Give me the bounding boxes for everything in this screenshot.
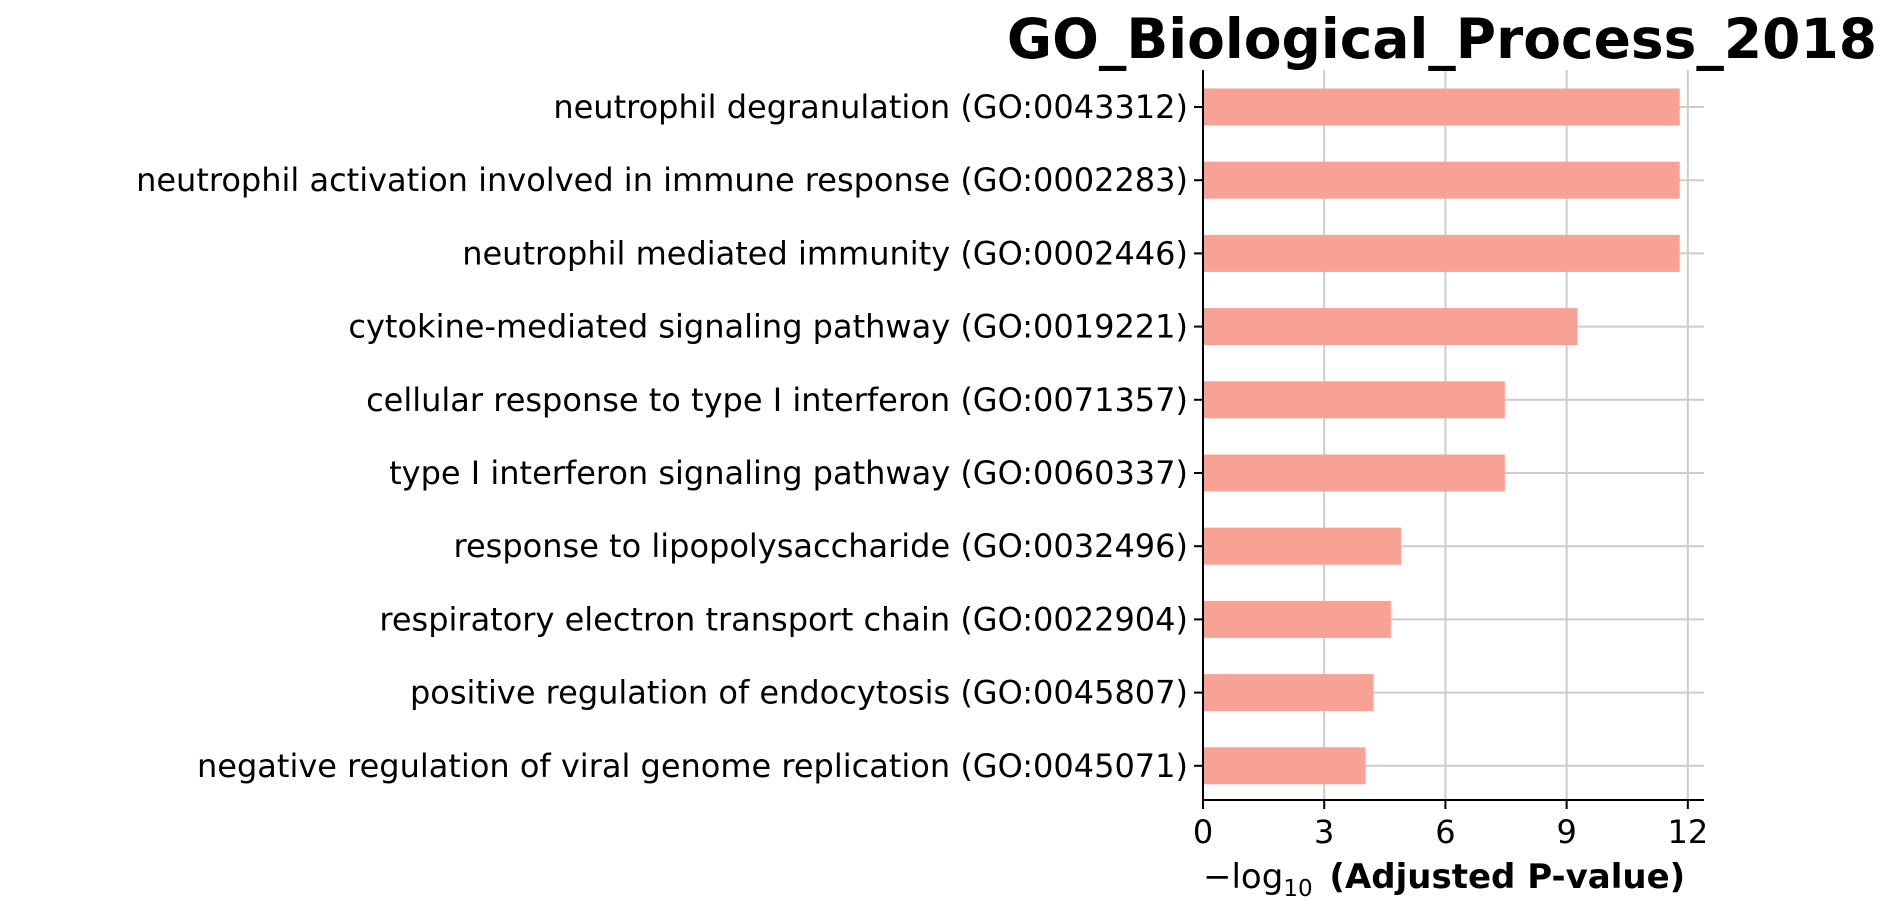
bar: [1203, 308, 1578, 346]
category-label: positive regulation of endocytosis (GO:0…: [410, 674, 1188, 712]
x-tick-label: 3: [1314, 813, 1334, 851]
chart-title: GO_Biological_Process_2018: [1007, 7, 1877, 71]
bar: [1203, 234, 1680, 272]
x-tick-label: 6: [1435, 813, 1455, 851]
x-axis-title: −log10 (Adjusted P-value): [1203, 857, 1685, 902]
x-tick-label: 12: [1667, 813, 1708, 851]
x-tick-label: 0: [1193, 813, 1213, 851]
category-label: response to lipopolysaccharide (GO:00324…: [454, 527, 1188, 565]
x-axis-title-bold: (Adjusted P-value): [1329, 857, 1685, 897]
category-label: neutrophil activation involved in immune…: [136, 161, 1188, 199]
bar: [1203, 600, 1391, 638]
category-label: cellular response to type I interferon (…: [366, 381, 1188, 419]
bar: [1203, 88, 1680, 126]
category-label: negative regulation of viral genome repl…: [197, 747, 1188, 785]
category-label: neutrophil mediated immunity (GO:0002446…: [462, 234, 1188, 272]
axis-layer: [1194, 70, 1704, 809]
x-tick-label: 9: [1556, 813, 1576, 851]
bar: [1203, 747, 1366, 785]
bar: [1203, 381, 1505, 419]
x-axis-title-subscript: 10: [1283, 876, 1312, 902]
category-label: cytokine-mediated signaling pathway (GO:…: [348, 308, 1188, 346]
bar: [1203, 454, 1505, 492]
label-layer: neutrophil degranulation (GO:0043312) neu…: [136, 88, 1708, 851]
bar-layer: [1203, 88, 1680, 785]
bar: [1203, 674, 1374, 712]
category-label: respiratory electron transport chain (GO…: [379, 600, 1188, 638]
bar: [1203, 161, 1680, 199]
category-label: type I interferon signaling pathway (GO:…: [389, 454, 1188, 492]
bar: [1203, 527, 1401, 565]
x-axis-title-prefix: −log: [1203, 857, 1283, 897]
category-label: neutrophil degranulation (GO:0043312): [553, 88, 1188, 126]
